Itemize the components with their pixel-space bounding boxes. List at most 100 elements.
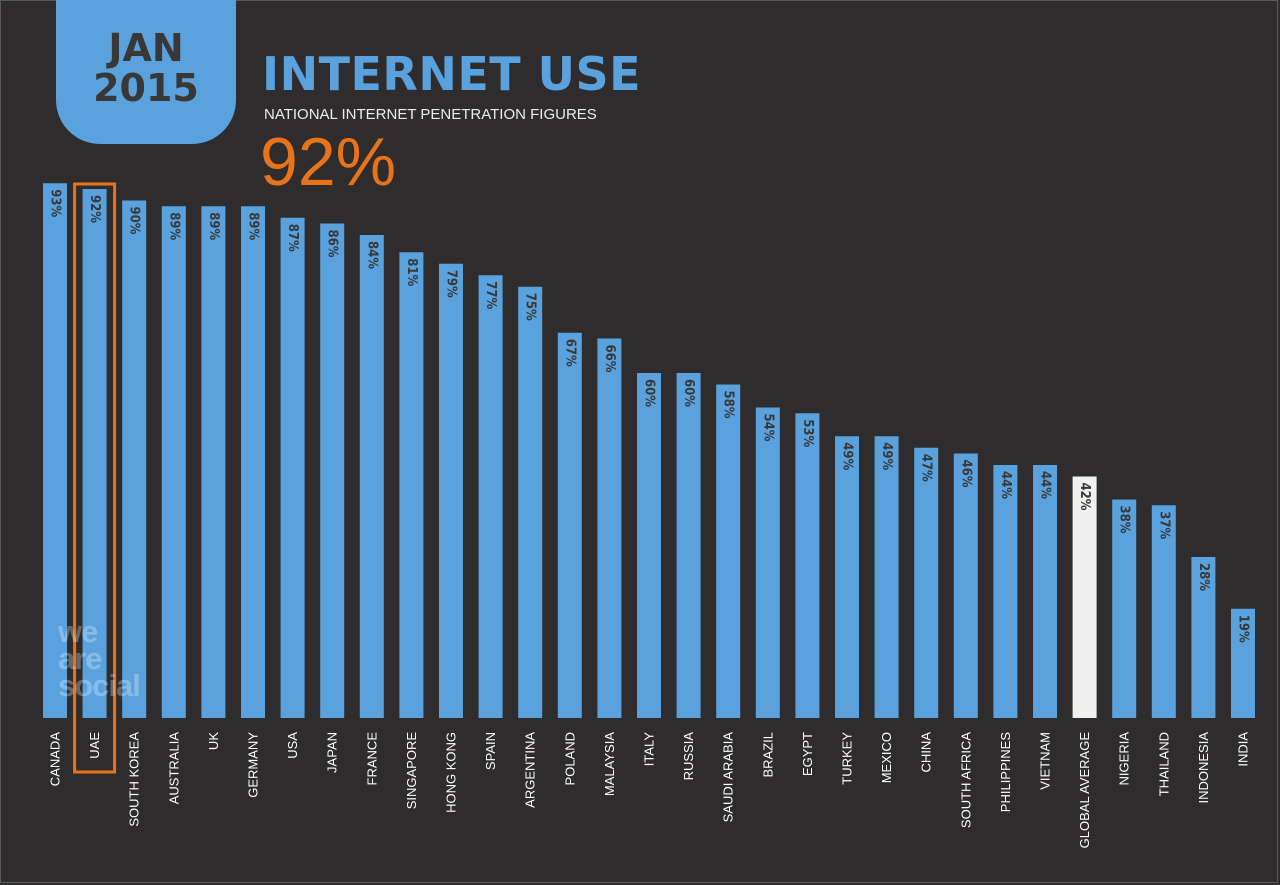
bar [43, 183, 67, 718]
value-label: 49% [840, 442, 855, 470]
value-label: 89% [206, 212, 221, 240]
value-label: 42% [1077, 483, 1092, 511]
category-label: SOUTH AFRICA [958, 732, 973, 828]
watermark-line: are [58, 641, 103, 676]
bar [320, 223, 345, 718]
category-label: UK [206, 732, 221, 750]
bar [637, 373, 661, 718]
bar [557, 332, 582, 718]
watermark-line: we [58, 614, 98, 649]
value-label: 60% [681, 379, 696, 407]
bar [953, 453, 978, 718]
bar [1231, 608, 1255, 718]
value-label: 79% [444, 270, 459, 298]
bar [478, 275, 503, 718]
bar [399, 252, 424, 718]
value-label: 28% [1196, 563, 1211, 591]
category-label: POLAND [562, 732, 577, 785]
highlight-box [73, 182, 117, 774]
value-label: 77% [483, 281, 498, 309]
bar [82, 189, 107, 718]
category-label: JAPAN [325, 732, 340, 773]
value-label: 86% [325, 230, 340, 258]
value-label: 54% [760, 414, 775, 442]
bar [716, 384, 741, 718]
bar [795, 413, 820, 718]
bar [1033, 465, 1057, 718]
category-label: CANADA [48, 732, 63, 787]
value-label: 58% [721, 391, 736, 419]
value-label: 89% [166, 212, 181, 240]
category-label: EGYPT [800, 732, 815, 776]
category-label: GERMANY [246, 732, 261, 798]
value-label: 44% [1038, 471, 1053, 499]
bar [359, 235, 384, 718]
bar [518, 286, 543, 718]
bar [122, 200, 147, 718]
bar [1072, 476, 1097, 718]
category-label: AUSTRALIA [166, 732, 181, 805]
value-label: 37% [1156, 511, 1171, 539]
watermark-logo: we are social [58, 614, 141, 701]
category-label: THAILAND [1156, 732, 1171, 796]
category-label: ARGENTINA [523, 732, 538, 808]
category-label: PHILIPPINES [998, 732, 1013, 813]
category-label: MEXICO [879, 732, 894, 783]
category-label: ITALY [642, 732, 657, 767]
value-label: 66% [602, 345, 617, 373]
bar [676, 373, 701, 718]
chart-subtitle: NATIONAL INTERNET PENETRATION FIGURES [264, 106, 597, 123]
bar [280, 217, 305, 718]
value-label: 44% [998, 471, 1013, 499]
value-label: 19% [1236, 615, 1251, 643]
category-label: GLOBAL AVERAGE [1077, 732, 1092, 849]
category-label: USA [285, 732, 300, 759]
badge-month: JAN [108, 26, 184, 70]
bar [835, 436, 859, 718]
category-label: BRAZIL [760, 732, 775, 778]
bar [1191, 557, 1216, 718]
category-label: SAUDI ARABIA [721, 732, 736, 823]
category-label: MALAYSIA [602, 732, 617, 796]
value-label: 60% [642, 379, 657, 407]
value-label: 87% [285, 224, 300, 252]
date-badge: JAN 2015 [56, 0, 236, 144]
bar [597, 338, 622, 718]
category-label: RUSSIA [681, 732, 696, 781]
category-label: SOUTH KOREA [127, 732, 142, 827]
value-label: 46% [958, 460, 973, 488]
bar [1151, 505, 1176, 718]
value-label: 67% [562, 339, 577, 367]
value-label: 38% [1117, 506, 1132, 534]
bar [755, 407, 780, 718]
highlight-value: 92% [260, 124, 397, 200]
value-label: 89% [246, 212, 261, 240]
value-label: 53% [800, 419, 815, 447]
category-label: FRANCE [364, 732, 379, 786]
value-label: 49% [879, 442, 894, 470]
value-label: 81% [404, 258, 419, 286]
bar [161, 206, 186, 718]
bar [1112, 499, 1137, 718]
category-label: HONG KONG [444, 732, 459, 813]
value-label: 93% [48, 189, 63, 217]
bar [914, 447, 939, 718]
category-label: INDIA [1236, 732, 1251, 767]
value-label: 90% [127, 207, 142, 235]
value-label: 84% [364, 241, 379, 269]
bar [993, 465, 1018, 718]
category-label: VIETNAM [1038, 732, 1053, 790]
value-label: 92% [87, 195, 102, 223]
category-label: TURKEY [840, 732, 855, 785]
category-label: CHINA [919, 732, 934, 773]
category-label: INDONESIA [1196, 732, 1211, 804]
badge-year: 2015 [93, 66, 199, 110]
category-label: SPAIN [483, 732, 498, 770]
category-label: NIGERIA [1117, 732, 1132, 786]
bar [874, 436, 899, 718]
category-label: SINGAPORE [404, 732, 419, 810]
bar [241, 206, 265, 718]
chart-title: INTERNET USE [262, 47, 642, 101]
